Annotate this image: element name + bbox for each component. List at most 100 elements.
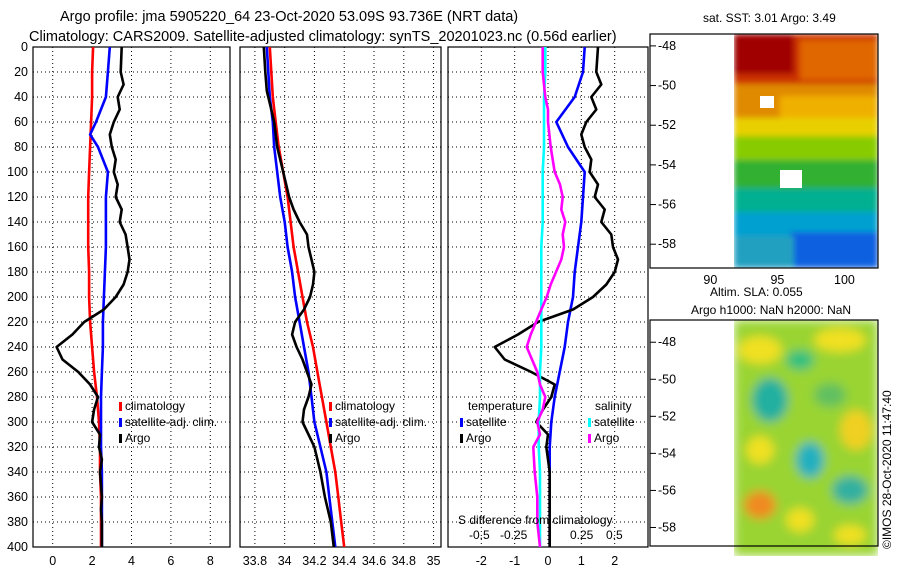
sst-map-frame [649, 33, 879, 269]
legend-title-salinity: salinity [595, 399, 632, 413]
sla-lat-tick-label: -52 [658, 409, 676, 423]
depth-tick-label: 120 [7, 190, 28, 204]
temperature-x-tick-label: 6 [167, 554, 174, 568]
legend-label-climatology: climatology [335, 399, 395, 413]
depth-tick-label: 180 [7, 265, 28, 279]
difference-salinity-satellite-line [537, 47, 547, 547]
legend-swatch-sal-argo [588, 434, 591, 443]
temperature-x-tick-label: 4 [128, 554, 135, 568]
sla-lat-tick-label: -54 [658, 446, 676, 460]
legend-label-sal-satellite: satellite [594, 415, 635, 429]
depth-tick-label: 40 [14, 90, 28, 104]
legend-label-temp-satellite: satellite [466, 415, 507, 429]
difference-x-tick-label: 2 [611, 554, 618, 568]
salinity-lines [262, 47, 346, 547]
legend-swatch-sal-satellite [588, 418, 591, 427]
legend-label-argo: Argo [125, 431, 151, 445]
temperature-lines [55, 47, 131, 547]
legend-swatch-argo [119, 434, 122, 443]
legend-label-sal-argo: Argo [594, 431, 620, 445]
salinity-legend: climatology satellite-adj. clim. Argo [329, 399, 427, 445]
sst-lon-tick-label: 100 [834, 273, 855, 287]
depth-tick-label: 140 [7, 215, 28, 229]
sst-lat-tick-label: -54 [658, 158, 676, 172]
difference-lines [493, 47, 620, 547]
salinity-difference-axis-label: S difference from climatology [458, 513, 613, 527]
sla-lat-tick-label: -50 [658, 372, 676, 386]
legend-swatch-satellite [329, 418, 332, 427]
legend-swatch-argo [329, 434, 332, 443]
depth-tick-label: 260 [7, 365, 28, 379]
sla-map-title: Altim. SLA: 0.055 [710, 285, 803, 299]
legend-label-argo: Argo [335, 431, 361, 445]
depth-tick-label: 220 [7, 315, 28, 329]
legend-swatch-climatology [329, 402, 332, 411]
sla-lat-tick-label: -58 [658, 520, 676, 534]
salinity-x-tick-label: 34 [278, 554, 292, 568]
difference-x-tick-label: 1 [578, 554, 585, 568]
legend-title-temperature: temperature [468, 399, 533, 413]
sst-map-title: sat. SST: 3.01 Argo: 3.49 [703, 11, 836, 25]
sst-lat-tick-label: -52 [658, 118, 676, 132]
imos-watermark: ©IMOS 28-Oct-2020 11:47:40 [880, 390, 894, 549]
sla-map-subtitle: Argo h1000: NaN h2000: NaN [691, 303, 851, 317]
sst-lon-tick-label: 90 [703, 273, 717, 287]
legend-swatch-temp-argo [460, 434, 463, 443]
depth-tick-label: 360 [7, 490, 28, 504]
legend-swatch-satellite [119, 418, 122, 427]
depth-tick-label: 60 [14, 115, 28, 129]
depth-tick-label: 200 [7, 290, 28, 304]
salinity-x-tick-label: 35 [427, 554, 441, 568]
difference-x-tick-label: -1 [509, 554, 520, 568]
legend-swatch-climatology [119, 402, 122, 411]
map-tick-labels: -48 -50 -52 -54 -56 -58 90 95 100 -48 -50 -52 -54 -56… [650, 39, 855, 534]
sdiff-tick-label: 0.5 [606, 528, 623, 542]
depth-tick-label: 400 [7, 540, 28, 554]
sdiff-tick-label: 0.25 [570, 528, 594, 542]
temperature-x-tick-label: 2 [89, 554, 96, 568]
figure-title-line2: Climatology: CARS2009. Satellite-adjuste… [29, 29, 617, 45]
salinity-x-tick-label: 34.8 [392, 554, 416, 568]
legend-label-climatology: climatology [125, 399, 185, 413]
legend-label-temp-argo: Argo [466, 431, 492, 445]
sst-missing-patch [780, 170, 802, 188]
salinity-satellite-adj-clim--line [265, 47, 337, 547]
sst-lat-tick-label: -50 [658, 79, 676, 93]
sst-lat-tick-label: -56 [658, 198, 676, 212]
difference-temperature-satellite-line [548, 47, 587, 547]
sst-lon-tick-label: 95 [770, 273, 784, 287]
depth-tick-label: 100 [7, 165, 28, 179]
salinity-climatology-line [268, 47, 346, 547]
sst-field [734, 34, 878, 268]
figure-title-line1: Argo profile: jma 5905220_64 23-Oct-2020… [60, 9, 518, 25]
depth-tick-label: 320 [7, 440, 28, 454]
salinity-x-tick-label: 33.8 [243, 554, 267, 568]
difference-legend: temperature satellite Argo salinity sate… [458, 399, 635, 542]
sla-map [649, 319, 879, 556]
sla-lat-tick-label: -56 [658, 483, 676, 497]
depth-tick-label: 20 [14, 65, 28, 79]
depth-tick-label: 280 [7, 390, 28, 404]
temperature-legend: climatology satellite-adj. clim. Argo [119, 399, 217, 445]
temperature-argo-line [55, 47, 131, 547]
legend-label-satellite: satellite-adj. clim. [125, 415, 217, 429]
depth-tick-label: 160 [7, 240, 28, 254]
salinity-argo-line [262, 47, 336, 547]
depth-tick-label: 240 [7, 340, 28, 354]
salinity-x-tick-label: 34.4 [332, 554, 356, 568]
depth-tick-label: 300 [7, 415, 28, 429]
difference-x-tick-label: -2 [476, 554, 487, 568]
sdiff-tick-label: -0.5 [469, 528, 490, 542]
depth-tick-label: 340 [7, 465, 28, 479]
sst-missing-patch [760, 96, 774, 108]
sdiff-tick-label: -0.25 [500, 528, 528, 542]
salinity-x-tick-label: 34.2 [302, 554, 326, 568]
temperature-x-tick-label: 0 [49, 554, 56, 568]
sla-field [734, 320, 878, 556]
legend-label-satellite: satellite-adj. clim. [335, 415, 427, 429]
depth-tick-label: 0 [21, 40, 28, 54]
salinity-x-tick-label: 34.6 [362, 554, 386, 568]
sla-lat-tick-label: -48 [658, 335, 676, 349]
difference-salinity-argo-line [525, 47, 567, 547]
